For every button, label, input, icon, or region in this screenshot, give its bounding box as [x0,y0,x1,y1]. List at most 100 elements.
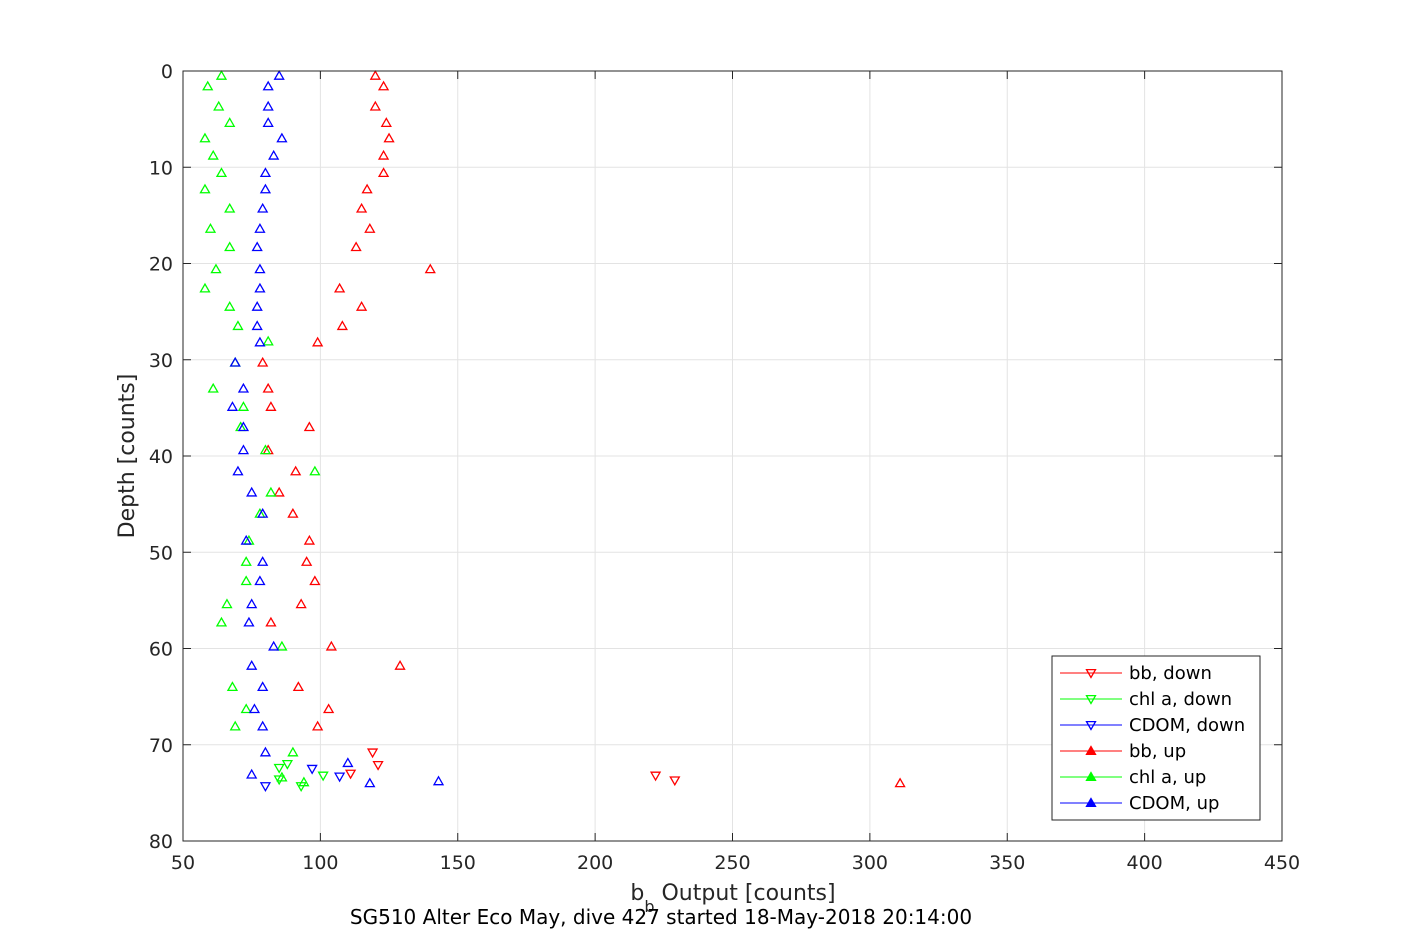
data-point [199,183,211,194]
legend-label: CDOM, down [1129,715,1245,736]
legend: bb, down chl a, down CDOM, down bb, up chl a… [1051,655,1261,821]
tick-labels: 50 100 150 200 250 300 350 400 450 0 10 20 30 40 50 60 7… [149,61,1300,874]
data-point [224,241,236,252]
plot-area-frame [182,70,1283,842]
x-tick-label: 150 [440,852,476,874]
data-point [295,782,307,792]
data-point [257,356,269,367]
data-point [344,769,357,780]
data-point [432,775,445,786]
x-tick-label: 50 [171,852,195,874]
data-point [224,301,236,311]
data-point [273,486,285,497]
data-point [273,70,285,80]
data-point [246,768,258,779]
data-point [649,771,662,782]
y-tick-label: 40 [149,446,173,468]
data-point [309,465,321,476]
data-point [251,320,263,331]
data-point [276,640,288,651]
data-point [221,598,233,609]
data-point [303,534,316,545]
data-point [350,241,362,252]
data-point [355,301,368,311]
x-tick-label: 400 [1126,852,1162,874]
legend-label: chl a, up [1129,767,1206,788]
data-point [257,507,269,518]
y-tick-label: 50 [149,542,173,564]
legend-marker [1085,694,1097,705]
data-point [336,320,348,331]
data-point [273,763,285,774]
data-point [333,282,346,293]
data-point [292,681,305,692]
data-point [312,720,324,731]
x-tick-label: 200 [577,852,613,874]
data-point [377,149,390,160]
series-chl-a-up [199,70,321,787]
x-tick-label: 450 [1264,852,1300,874]
data-point [276,132,288,143]
legend-label: chl a, down [1129,689,1232,710]
data-point [257,681,269,692]
x-tick-label: 350 [989,852,1025,874]
legend-marker [1085,668,1097,679]
data-point [232,320,244,331]
data-point [240,703,252,714]
data-point [207,149,219,160]
data-point [215,167,228,178]
data-point [262,382,274,393]
data-point [342,757,354,768]
data-point [259,746,272,757]
data-point [257,556,269,566]
data-point [364,777,376,788]
x-tick-label: 250 [714,852,750,874]
data-point [240,556,252,566]
y-tick-label: 70 [149,735,173,757]
x-tick-label: 100 [302,852,338,874]
series-cdom-down [259,764,346,792]
data-point [254,575,266,586]
legend-marker [1085,745,1097,756]
data-point [424,263,436,274]
data-point [202,80,214,91]
data-point [262,117,274,127]
data-point [361,183,373,194]
data-point [295,598,307,609]
data-point [262,100,274,111]
data-point [226,401,239,411]
data-point [251,301,263,311]
y-tick-label: 80 [149,831,173,853]
y-axis-label: Depth [counts] [115,374,140,539]
data-point [303,421,316,432]
data-point [309,575,321,586]
data-point [215,70,228,80]
data-point [306,764,318,775]
data-point [265,486,277,497]
data-point [224,117,236,127]
data-point [894,777,906,788]
data-point [207,382,219,393]
data-point [273,775,285,786]
series-bb-down [344,748,681,787]
legend-box [1051,655,1261,821]
data-point [210,263,222,274]
data-point [281,759,294,770]
y-tick-label: 10 [149,157,173,179]
legend-label: CDOM, up [1129,793,1219,814]
data-point [394,660,406,670]
legend-label: bb, up [1129,741,1186,762]
data-point [301,556,313,566]
data-point [265,401,277,411]
data-point [237,444,250,455]
data-point [215,616,228,627]
legend-marker [1085,797,1097,808]
data-point [259,183,272,194]
data-point [298,776,310,787]
data-point [254,223,266,233]
data-point [226,681,239,692]
data-point [229,356,241,367]
data-point [199,132,211,143]
data-point [254,282,266,293]
